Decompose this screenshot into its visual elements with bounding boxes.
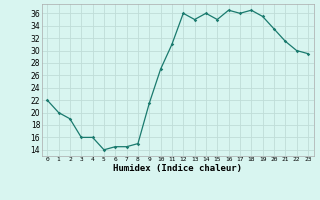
X-axis label: Humidex (Indice chaleur): Humidex (Indice chaleur) xyxy=(113,164,242,173)
